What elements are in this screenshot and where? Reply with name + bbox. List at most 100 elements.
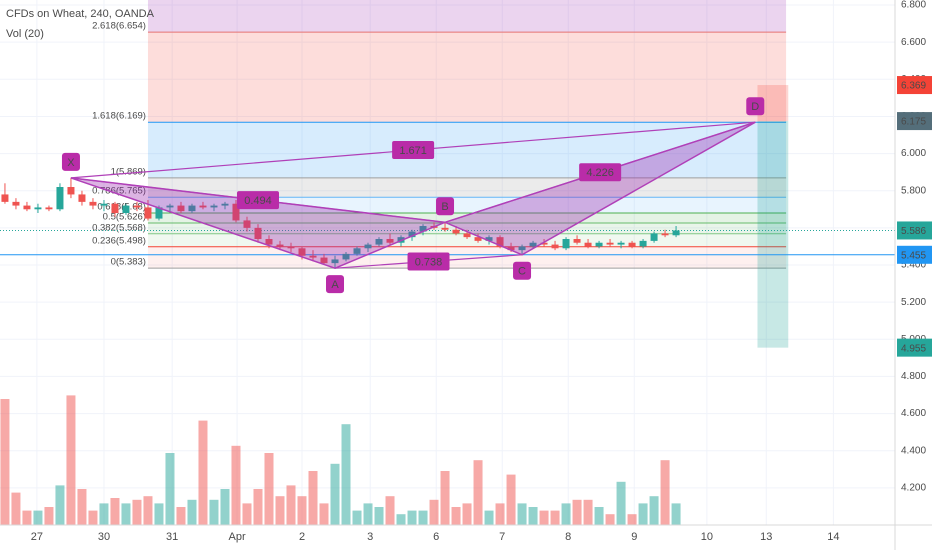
fib-label: 1.618(6.169)	[92, 111, 146, 122]
candle-body	[78, 194, 86, 202]
volume-bar	[352, 510, 362, 525]
ratio-label: 0.494	[244, 195, 272, 207]
y-tick-label: 4.200	[901, 482, 926, 493]
y-tick-label: 4.600	[901, 408, 926, 419]
volume-bar	[671, 503, 681, 525]
point-box	[326, 275, 345, 294]
volume-bar	[22, 510, 32, 525]
volume-bar	[660, 460, 670, 525]
volume-bar	[319, 503, 329, 525]
x-tick-label: 30	[98, 531, 110, 543]
candle-body	[419, 226, 427, 232]
candle-body	[375, 239, 383, 245]
candle-body	[562, 239, 570, 249]
x-tick-label: 3	[367, 531, 373, 543]
fib-label: 0(5.383)	[111, 257, 146, 268]
ratio-box	[392, 141, 435, 160]
volume-bar	[407, 510, 417, 525]
candle-body	[89, 201, 97, 206]
volume-bar	[0, 399, 10, 525]
volume-bar	[11, 492, 21, 525]
volume-bar	[473, 460, 483, 525]
volume-bar	[363, 503, 373, 525]
candle-body	[155, 207, 163, 219]
price-tag	[897, 338, 932, 357]
volume-bar	[176, 507, 186, 525]
y-tick-label: 6.000	[901, 148, 926, 159]
price-tag	[897, 221, 932, 240]
price-tag-label: 5.455	[901, 250, 926, 261]
candle-body	[628, 242, 636, 247]
volume-bar	[220, 489, 230, 525]
ratio-label: 1.671	[399, 145, 427, 157]
volume-bar	[44, 507, 54, 525]
candle-body	[276, 244, 284, 247]
volume-bar	[418, 510, 428, 525]
candle-body	[221, 203, 229, 206]
candle-body	[177, 205, 185, 212]
fib-label: 0.382(5.568)	[92, 222, 146, 233]
ratio-box	[579, 163, 622, 182]
fib-zone	[147, 0, 787, 33]
volume-bar	[33, 510, 43, 525]
fib-zone	[147, 213, 787, 224]
price-tag-label: 4.955	[901, 343, 926, 354]
volume-bar	[396, 514, 406, 525]
fib-zone	[147, 246, 787, 269]
x-tick-label: 13	[760, 531, 772, 543]
candle-body	[144, 207, 152, 219]
x-tick-label: 6	[433, 531, 439, 543]
volume-bar	[198, 420, 208, 525]
volume-bar	[627, 514, 637, 525]
fib-zone	[147, 32, 787, 123]
volume-bar	[286, 485, 296, 525]
candle-body	[298, 248, 306, 256]
candle-body	[639, 240, 647, 247]
fib-label: 2.618(6.654)	[92, 21, 146, 32]
volume-bar	[55, 485, 65, 525]
point-box	[436, 197, 455, 216]
fib-zone	[147, 177, 787, 198]
volume-bar	[209, 499, 219, 525]
volume-bar	[110, 498, 120, 525]
candle-body	[23, 205, 31, 210]
candle-body	[111, 203, 119, 214]
volume-bar	[451, 507, 461, 525]
candle-body	[617, 242, 625, 245]
candle-body	[408, 231, 416, 238]
candle-body	[166, 205, 174, 208]
price-tag	[897, 76, 932, 95]
volume-bar	[484, 510, 494, 525]
candle-body	[463, 233, 471, 238]
price-tag-label: 5.586	[901, 226, 926, 237]
candle-body	[265, 239, 273, 245]
price-tag-label: 6.369	[901, 81, 926, 92]
volume-bar	[77, 489, 87, 525]
x-tick-label: 8	[565, 531, 571, 543]
candle-body	[353, 248, 361, 254]
candle-body	[485, 237, 493, 241]
x-tick-label: 14	[827, 531, 839, 543]
fib-zone	[147, 122, 787, 178]
volume-bar	[165, 453, 175, 525]
candle-body	[606, 242, 614, 245]
x-tick-label: 31	[166, 531, 178, 543]
point-box	[513, 261, 532, 280]
candle-body	[386, 239, 394, 243]
candle-body	[67, 187, 75, 195]
candle-body	[441, 227, 449, 230]
candle-body	[496, 237, 504, 247]
volume-bar	[330, 463, 340, 525]
volume-bar	[66, 395, 76, 525]
candle-body	[133, 205, 141, 208]
volume-bar	[264, 453, 274, 525]
y-tick-label: 6.600	[901, 37, 926, 48]
candle-body	[364, 244, 372, 249]
candle-body	[12, 201, 20, 206]
point-label: B	[441, 201, 448, 213]
volume-bar	[517, 503, 527, 525]
ratio-label: 4.226	[586, 167, 614, 179]
fib-zone	[147, 223, 787, 234]
volume-bar	[572, 499, 582, 525]
price-tag	[897, 112, 932, 131]
